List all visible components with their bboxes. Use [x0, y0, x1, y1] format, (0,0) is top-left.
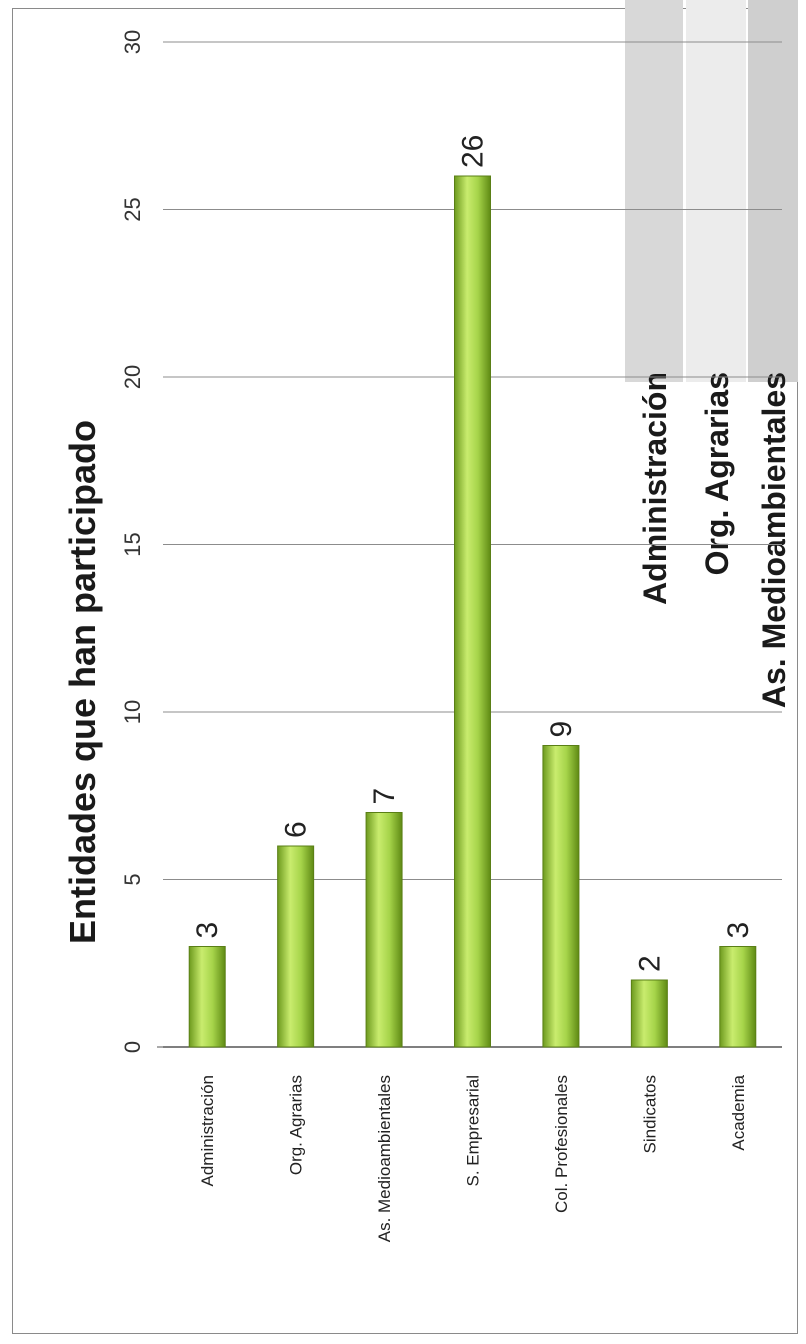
side-table-label: Administración [637, 372, 673, 605]
bar [277, 845, 315, 1048]
data-label: 26 [457, 135, 490, 168]
bar [365, 812, 403, 1048]
category-label: Administración [198, 1075, 217, 1187]
side-table-cell [748, 0, 798, 382]
value-tick-label: 5 [120, 873, 145, 885]
category-label: Col. Profesionales [552, 1075, 571, 1213]
category-label: Sindicatos [640, 1075, 659, 1153]
value-tick-label: 25 [120, 197, 145, 221]
data-label: 9 [545, 721, 578, 738]
bar [719, 946, 757, 1048]
data-label: 7 [368, 788, 401, 805]
chart-title: Entidades que han participado [62, 420, 103, 944]
bar [188, 946, 226, 1048]
category-label: S. Empresarial [464, 1075, 483, 1186]
category-label: Org. Agrarias [287, 1075, 306, 1175]
value-tick-label: 30 [120, 30, 145, 54]
category-label: As. Medioambientales [375, 1075, 394, 1242]
data-label: 6 [280, 821, 313, 838]
bar [630, 979, 668, 1048]
value-axis-ticks: 0 5 10 15 20 25 30 [120, 30, 145, 1053]
bars [188, 175, 757, 1048]
side-table-label: Org. Agrarias [699, 372, 735, 575]
category-label: Academia [729, 1074, 748, 1150]
side-table: Administración Org. Agrarias As. Medioambi… [625, 0, 798, 708]
side-table-label: As. Medioambientales [756, 372, 792, 708]
value-tick-label: 0 [120, 1041, 145, 1053]
data-label: 3 [191, 922, 224, 939]
data-label: 2 [633, 955, 666, 972]
value-tick-label: 20 [120, 365, 145, 389]
bar [542, 745, 580, 1048]
value-tick-label: 15 [120, 532, 145, 556]
side-table-cell [686, 0, 746, 382]
value-tick-label: 10 [120, 700, 145, 724]
side-table-cell [625, 0, 683, 382]
data-labels: 3 6 7 26 9 2 3 [191, 135, 755, 972]
category-labels: Administración Org. Agrarias As. Medioambi… [198, 1074, 748, 1242]
data-label: 3 [722, 922, 755, 939]
bar [454, 175, 491, 1048]
